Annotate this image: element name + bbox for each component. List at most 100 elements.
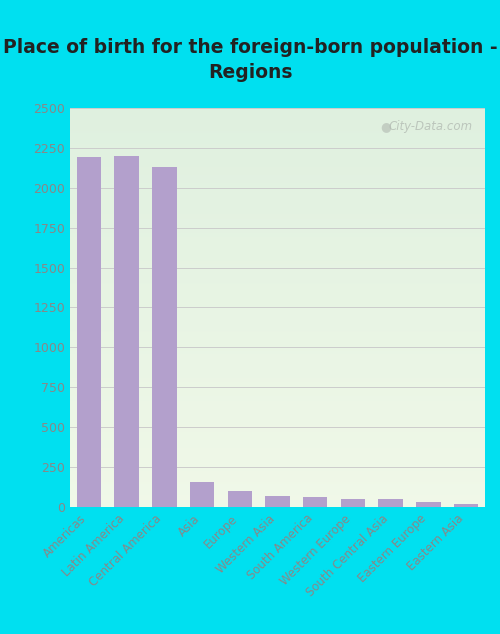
Bar <box>70 176 485 178</box>
Bar <box>70 325 485 327</box>
Bar <box>70 261 485 262</box>
Bar <box>70 294 485 295</box>
Bar <box>70 173 485 175</box>
Bar <box>70 214 485 216</box>
Bar <box>70 243 485 245</box>
Bar <box>70 307 485 309</box>
Bar <box>70 448 485 450</box>
Bar <box>70 453 485 454</box>
Bar <box>70 501 485 503</box>
Bar <box>70 423 485 425</box>
Bar <box>70 385 485 387</box>
Bar <box>70 481 485 482</box>
Bar <box>70 278 485 280</box>
Bar <box>70 280 485 281</box>
Bar <box>70 125 485 127</box>
Bar <box>70 111 485 112</box>
Bar <box>70 120 485 122</box>
Bar <box>70 491 485 493</box>
Bar <box>70 270 485 271</box>
Bar <box>378 499 403 507</box>
Bar <box>70 181 485 183</box>
Bar <box>70 300 485 301</box>
Bar <box>70 287 485 288</box>
Bar <box>70 281 485 283</box>
Bar <box>70 443 485 445</box>
Bar <box>70 473 485 474</box>
Text: Place of birth for the foreign-born population -
Regions: Place of birth for the foreign-born popu… <box>2 38 498 82</box>
Bar <box>70 208 485 209</box>
Bar <box>70 364 485 365</box>
Bar <box>70 145 485 147</box>
Bar <box>70 131 485 133</box>
Bar <box>70 217 485 219</box>
Bar <box>70 239 485 240</box>
Bar <box>70 114 485 115</box>
Bar <box>70 429 485 430</box>
Bar <box>70 390 485 392</box>
Bar <box>70 362 485 364</box>
Bar <box>70 389 485 390</box>
Bar <box>70 170 485 172</box>
Bar <box>70 286 485 287</box>
Bar <box>70 222 485 223</box>
Bar <box>70 142 485 144</box>
Bar <box>70 175 485 176</box>
Bar <box>70 418 485 420</box>
Bar <box>70 465 485 467</box>
Bar <box>70 504 485 506</box>
Bar <box>70 253 485 254</box>
Bar <box>70 284 485 286</box>
Bar <box>303 497 328 507</box>
Bar <box>70 450 485 451</box>
Bar <box>70 267 485 268</box>
Bar <box>70 359 485 361</box>
Bar <box>70 415 485 417</box>
Bar <box>70 500 485 501</box>
Bar <box>70 152 485 153</box>
Bar <box>70 484 485 486</box>
Bar <box>70 164 485 165</box>
Bar <box>70 370 485 372</box>
Bar <box>70 206 485 208</box>
Bar <box>70 297 485 298</box>
Bar <box>416 502 440 507</box>
Bar <box>70 321 485 323</box>
Bar <box>70 353 485 354</box>
Bar <box>70 262 485 264</box>
Bar <box>70 503 485 504</box>
Bar <box>70 440 485 442</box>
Bar <box>70 337 485 339</box>
Bar <box>70 439 485 440</box>
Bar <box>70 138 485 139</box>
Bar <box>70 460 485 462</box>
Bar <box>70 192 485 193</box>
Bar <box>70 133 485 134</box>
Bar <box>70 367 485 368</box>
Bar <box>70 348 485 349</box>
Bar <box>70 148 485 150</box>
Bar <box>70 314 485 315</box>
Bar <box>70 200 485 202</box>
Bar <box>70 147 485 148</box>
Bar <box>70 482 485 484</box>
Bar <box>70 210 485 212</box>
Bar <box>70 311 485 312</box>
Bar <box>70 298 485 300</box>
Bar <box>70 399 485 401</box>
Bar <box>70 251 485 253</box>
Bar <box>70 437 485 439</box>
Bar <box>70 197 485 198</box>
Bar <box>70 190 485 192</box>
Bar <box>70 250 485 251</box>
Bar <box>70 231 485 233</box>
Bar <box>70 273 485 275</box>
Bar <box>70 432 485 434</box>
Bar <box>70 178 485 179</box>
Bar <box>70 136 485 138</box>
Bar <box>70 345 485 347</box>
Bar <box>70 445 485 446</box>
Bar <box>70 186 485 188</box>
Bar <box>70 434 485 436</box>
Bar <box>70 422 485 423</box>
